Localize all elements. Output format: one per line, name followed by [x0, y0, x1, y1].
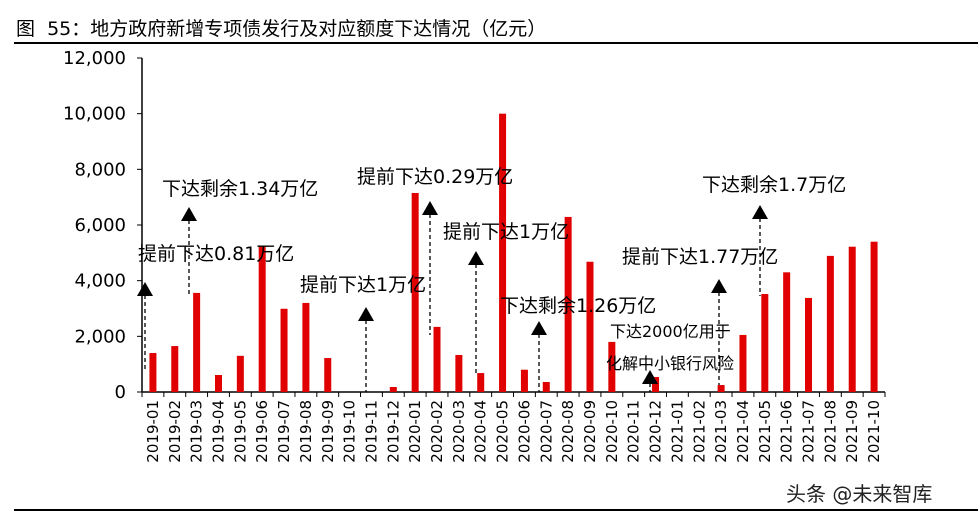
x-tick-label: 2019-02	[166, 400, 184, 463]
bar-2020-07	[542, 381, 550, 392]
x-tick-label: 2019-11	[362, 400, 380, 463]
bar-2019-08	[302, 302, 310, 392]
x-tick-label: 2020-05	[494, 400, 512, 463]
x-tick-label: 2020-07	[537, 400, 555, 463]
y-tick-label: 0	[115, 382, 126, 403]
x-tick-label: 2019-04	[209, 400, 227, 463]
bar-2021-06	[783, 272, 791, 392]
x-tick-label: 2019-12	[384, 400, 402, 463]
bar-2019-12	[389, 386, 397, 392]
x-tick-label: 2019-09	[319, 400, 337, 463]
x-tick-label: 2021-08	[821, 400, 839, 463]
bar-2019-03	[193, 292, 201, 392]
x-tick-label: 2020-03	[450, 400, 468, 463]
x-tick-label: 2021-10	[865, 400, 883, 463]
bar-2020-05	[499, 113, 507, 393]
x-tick-label: 2019-03	[188, 400, 206, 463]
x-tick-label: 2019-08	[297, 400, 315, 463]
annotation-label: 提前下达1万亿	[443, 221, 569, 243]
x-tick-label: 2019-06	[253, 400, 271, 463]
bar-2019-01	[149, 353, 157, 392]
bar-2019-06	[258, 245, 266, 392]
annotation-arrow-head-icon	[642, 370, 658, 384]
annotation-label: 提前下达0.81万亿	[138, 243, 294, 265]
x-tick-label: 2021-09	[843, 400, 861, 463]
annotation-arrow-head-icon	[468, 251, 484, 265]
x-tick-label: 2019-10	[341, 400, 359, 463]
title-divider	[14, 42, 978, 44]
annotation-arrow-head-icon	[531, 321, 547, 335]
y-tick-label: 6,000	[74, 215, 126, 236]
annotation-arrow-head-icon	[752, 205, 768, 219]
x-tick-label: 2020-01	[406, 400, 424, 463]
annotation-label: 提前下达1.77万亿	[622, 246, 778, 268]
annotation-label: 提前下达1万亿	[300, 274, 426, 296]
x-tick-label: 2019-05	[231, 400, 249, 463]
x-tick-label: 2020-06	[515, 400, 533, 463]
annotation-arrow-head-icon	[422, 201, 438, 215]
bar-2019-02	[171, 346, 179, 392]
bar-2020-08	[564, 216, 572, 392]
bar-2021-03	[717, 385, 725, 392]
bar-2021-10	[870, 241, 878, 392]
y-tick-label: 10,000	[63, 104, 126, 125]
bar-2021-09	[848, 246, 856, 392]
x-tick-label: 2021-06	[778, 400, 796, 463]
annotation-arrow-head-icon	[137, 282, 153, 296]
x-tick-label: 2021-03	[712, 400, 730, 463]
annotation-label: 下达2000亿用于	[610, 322, 731, 341]
bar-2020-04	[477, 373, 485, 392]
x-tick-label: 2020-11	[625, 400, 643, 463]
y-tick-label: 12,000	[63, 48, 126, 69]
x-tick-label: 2019-01	[144, 400, 162, 463]
bar-2020-10	[608, 341, 616, 392]
x-tick-label: 2021-07	[800, 400, 818, 463]
x-tick-label: 2019-07	[275, 400, 293, 463]
bar-2021-07	[805, 297, 813, 392]
annotation-label: 下达剩余1.26万亿	[500, 295, 656, 317]
annotation-label: 下达剩余1.7万亿	[702, 174, 846, 196]
x-tick-label: 2021-04	[734, 400, 752, 463]
annotation-label: 提前下达0.29万亿	[357, 166, 513, 188]
x-tick-label: 2020-02	[428, 400, 446, 463]
bar-2020-06	[520, 369, 528, 392]
bar-2021-04	[739, 334, 747, 392]
bar-2021-05	[761, 294, 769, 392]
y-tick-label: 4,000	[74, 271, 126, 292]
x-tick-label: 2020-09	[581, 400, 599, 463]
bottom-divider	[14, 509, 978, 511]
y-tick-label: 8,000	[74, 159, 126, 180]
y-tick-label: 2,000	[74, 326, 126, 347]
bar-2019-09	[324, 358, 332, 392]
watermark: 头条 @未来智库	[786, 482, 933, 506]
bar-2020-09	[586, 261, 594, 392]
x-tick-label: 2020-10	[603, 400, 621, 463]
bar-2020-03	[455, 354, 463, 392]
annotation-arrow-head-icon	[711, 279, 727, 293]
bar-2021-08	[826, 255, 834, 392]
x-tick-label: 2020-04	[472, 400, 490, 463]
figure-title: 图 55：地方政府新增专项债发行及对应额度下达情况（亿元）	[16, 18, 547, 40]
x-tick-label: 2021-02	[690, 400, 708, 463]
x-tick-label: 2021-05	[756, 400, 774, 463]
bar-2020-01	[411, 192, 419, 392]
bar-2019-07	[280, 308, 288, 392]
x-tick-label: 2020-12	[647, 400, 665, 463]
x-tick-label: 2020-08	[559, 400, 577, 463]
bar-2020-02	[433, 326, 441, 392]
annotation-arrow-head-icon	[181, 207, 197, 221]
bar-2019-05	[236, 355, 244, 392]
annotation-label-line2: 化解中小银行风险	[606, 354, 734, 373]
annotation-label: 下达剩余1.34万亿	[162, 178, 318, 200]
annotation-arrow-head-icon	[358, 307, 374, 321]
bar-2019-04	[214, 375, 222, 392]
x-tick-label: 2021-01	[668, 400, 686, 463]
bar-2020-12	[652, 376, 660, 392]
